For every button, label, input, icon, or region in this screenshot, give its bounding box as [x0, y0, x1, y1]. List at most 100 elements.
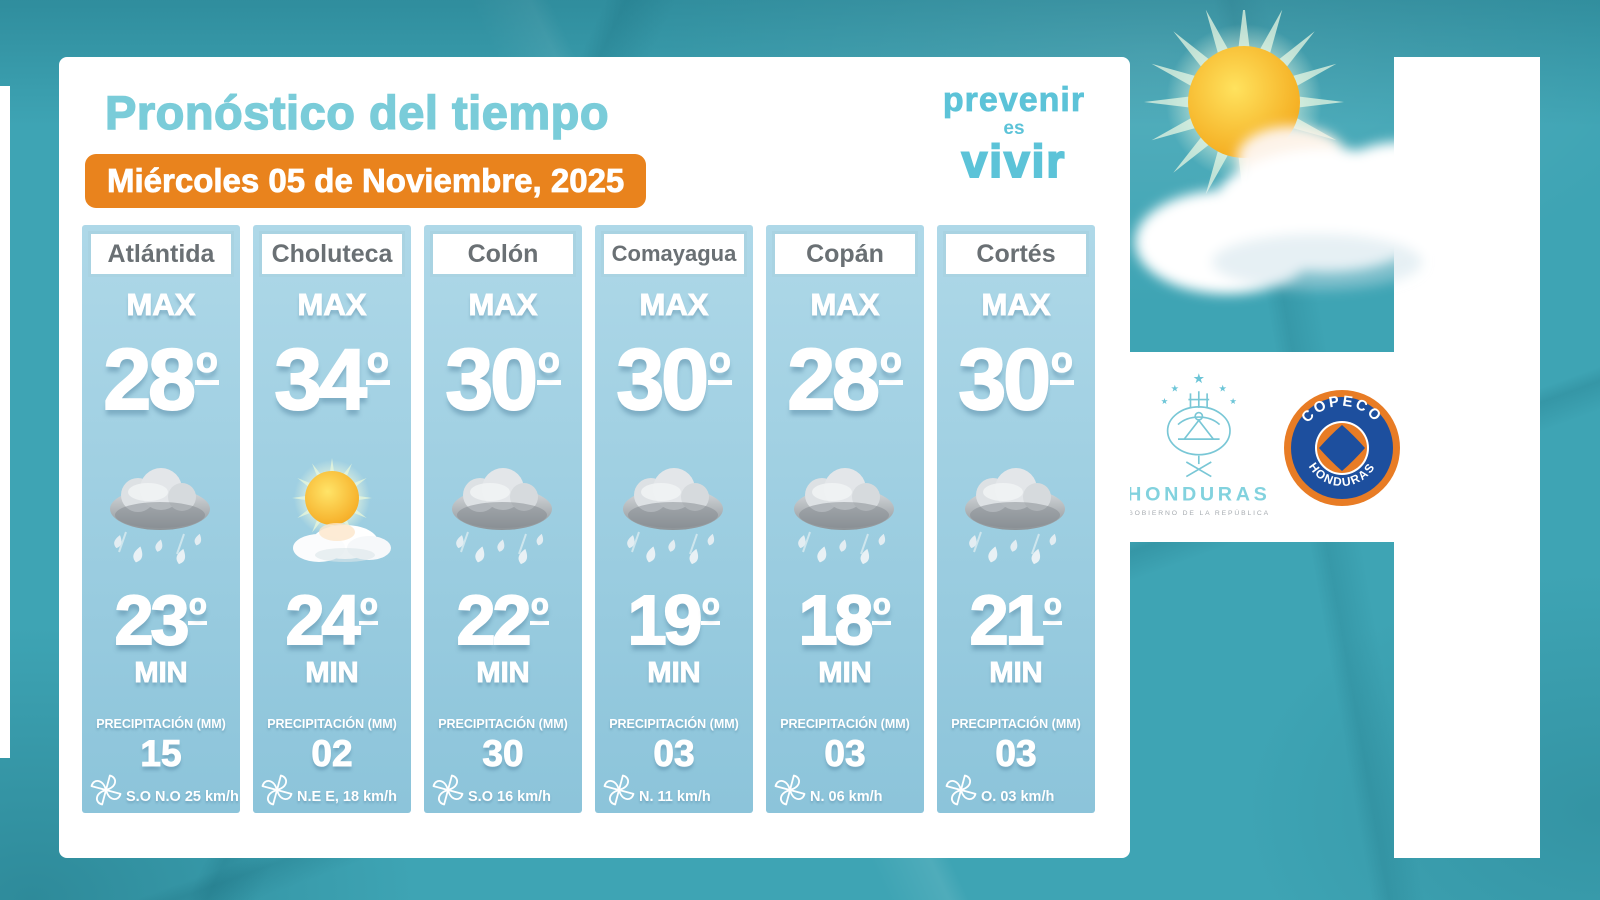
wind-text: S.O 16 km/h	[468, 789, 552, 805]
precipitation-label: PRECIPITACIÓN (MM)	[951, 717, 1081, 731]
wind-row: S.O N.O 25 km/h	[88, 768, 239, 808]
forecast-column: Cortés MAX 30 21 MIN PRECIPITACIÓN (MM) …	[937, 225, 1095, 813]
logo-band: ★ ★ ★ ★ ★ HONDURAS GOBIERNO DE LA REPÚBL…	[1127, 352, 1540, 542]
precipitation-value: 03	[995, 733, 1037, 775]
degree-symbol	[366, 342, 390, 386]
wind-text: N.E E, 18 km/h	[297, 789, 397, 805]
slogan-line-2: es	[1003, 118, 1025, 139]
date-text: Miércoles 05 de Noviembre, 2025	[107, 162, 625, 200]
date-banner: Miércoles 05 de Noviembre, 2025	[85, 154, 647, 208]
city-name: Atlántida	[107, 239, 215, 268]
min-label: MIN	[818, 657, 872, 690]
min-temperature: 19	[595, 584, 753, 656]
pinwheel-icon	[259, 772, 295, 808]
wind-text: N. 11 km/h	[639, 789, 711, 805]
weather-icon	[424, 447, 582, 582]
honduras-government-logo: ★ ★ ★ ★ ★ HONDURAS GOBIERNO DE LA REPÚBL…	[1127, 371, 1270, 517]
degree-symbol	[537, 342, 561, 386]
max-temperature: 30	[595, 336, 753, 424]
precipitation-label: PRECIPITACIÓN (MM)	[780, 717, 910, 731]
min-temperature-value: 22	[456, 581, 533, 659]
max-temperature-value: 28	[786, 332, 881, 428]
weather-icon	[595, 447, 753, 582]
city-name: Cortés	[976, 239, 1056, 268]
min-temperature: 18	[766, 584, 924, 656]
city-name: Choluteca	[271, 239, 393, 268]
min-label: MIN	[134, 657, 188, 690]
slogan-line-1: prevenir	[942, 81, 1086, 119]
forecast-column: Copán MAX 28 18 MIN PRECIPITACIÓN (MM) 0…	[766, 225, 924, 813]
min-temperature-value: 23	[114, 581, 191, 659]
min-temperature: 22	[424, 584, 582, 656]
wind-text: N. 06 km/h	[810, 789, 883, 805]
wind-text: S.O N.O 25 km/h	[126, 789, 239, 805]
rain-cloud-icon	[428, 452, 578, 577]
precipitation-value: 03	[653, 733, 695, 775]
max-label: MAX	[468, 287, 538, 323]
max-label: MAX	[126, 287, 196, 323]
weather-icon	[82, 447, 240, 582]
precipitation-label: PRECIPITACIÓN (MM)	[267, 717, 397, 731]
max-temperature: 28	[82, 336, 240, 424]
copeco-logo: COPECO HONDURAS	[1284, 390, 1400, 506]
max-temperature-value: 30	[957, 332, 1052, 428]
min-label: MIN	[647, 657, 701, 690]
pinwheel-icon	[772, 772, 808, 808]
max-temperature: 28	[766, 336, 924, 424]
svg-text:★: ★	[1171, 383, 1179, 393]
max-label: MAX	[981, 287, 1051, 323]
precipitation-value: 02	[311, 733, 353, 775]
slogan-line-3: vivir	[961, 135, 1067, 187]
weather-icon	[937, 447, 1095, 582]
degree-symbol	[530, 590, 550, 626]
degree-symbol	[708, 342, 732, 386]
honduras-logo-text: HONDURAS	[1127, 483, 1270, 505]
pinwheel-icon	[943, 772, 979, 808]
rain-cloud-icon	[86, 452, 236, 577]
city-header: Comayagua	[601, 231, 747, 277]
min-temperature-value: 18	[798, 581, 875, 659]
degree-symbol	[359, 590, 379, 626]
city-header: Cortés	[943, 231, 1089, 277]
pinwheel-icon	[601, 772, 637, 808]
precipitation-value: 03	[824, 733, 866, 775]
rain-cloud-icon	[770, 452, 920, 577]
precipitation-value: 15	[140, 733, 182, 775]
wind-row: O. 03 km/h	[943, 768, 1091, 808]
left-edge-panel	[0, 86, 10, 758]
city-header: Choluteca	[259, 231, 405, 277]
city-header: Atlántida	[88, 231, 234, 277]
forecast-column: Choluteca MAX 34 24 MIN PRECIPITACIÓN (M…	[253, 225, 411, 813]
max-label: MAX	[810, 287, 880, 323]
forecast-card: Pronóstico del tiempo Miércoles 05 de No…	[59, 57, 1130, 858]
wind-row: N. 11 km/h	[601, 768, 749, 808]
precipitation-label: PRECIPITACIÓN (MM)	[96, 717, 226, 731]
max-temperature-value: 28	[102, 332, 197, 428]
wind-row: S.O 16 km/h	[430, 768, 578, 808]
max-temperature-value: 30	[615, 332, 710, 428]
city-name: Copán	[806, 239, 884, 268]
max-temperature: 30	[424, 336, 582, 424]
max-temperature-value: 34	[273, 332, 368, 428]
max-label: MAX	[639, 287, 709, 323]
rain-cloud-icon	[599, 452, 749, 577]
precipitation-label: PRECIPITACIÓN (MM)	[609, 717, 739, 731]
forecast-column: Colón MAX 30 22 MIN PRECIPITACIÓN (MM) 3…	[424, 225, 582, 813]
min-temperature-value: 19	[627, 581, 704, 659]
degree-symbol	[879, 342, 903, 386]
precipitation-value: 30	[482, 733, 524, 775]
svg-text:★: ★	[1193, 371, 1205, 386]
honduras-logo-subtitle: GOBIERNO DE LA REPÚBLICA	[1128, 508, 1270, 517]
max-temperature: 34	[253, 336, 411, 424]
min-label: MIN	[989, 657, 1043, 690]
max-temperature: 30	[937, 336, 1095, 424]
svg-text:★: ★	[1161, 396, 1168, 406]
min-label: MIN	[476, 657, 530, 690]
wind-row: N. 06 km/h	[772, 768, 920, 808]
precipitation-label: PRECIPITACIÓN (MM)	[438, 717, 568, 731]
svg-text:★: ★	[1229, 396, 1236, 406]
degree-symbol	[1050, 342, 1074, 386]
sun-cloud-icon	[292, 458, 391, 562]
max-label: MAX	[297, 287, 367, 323]
